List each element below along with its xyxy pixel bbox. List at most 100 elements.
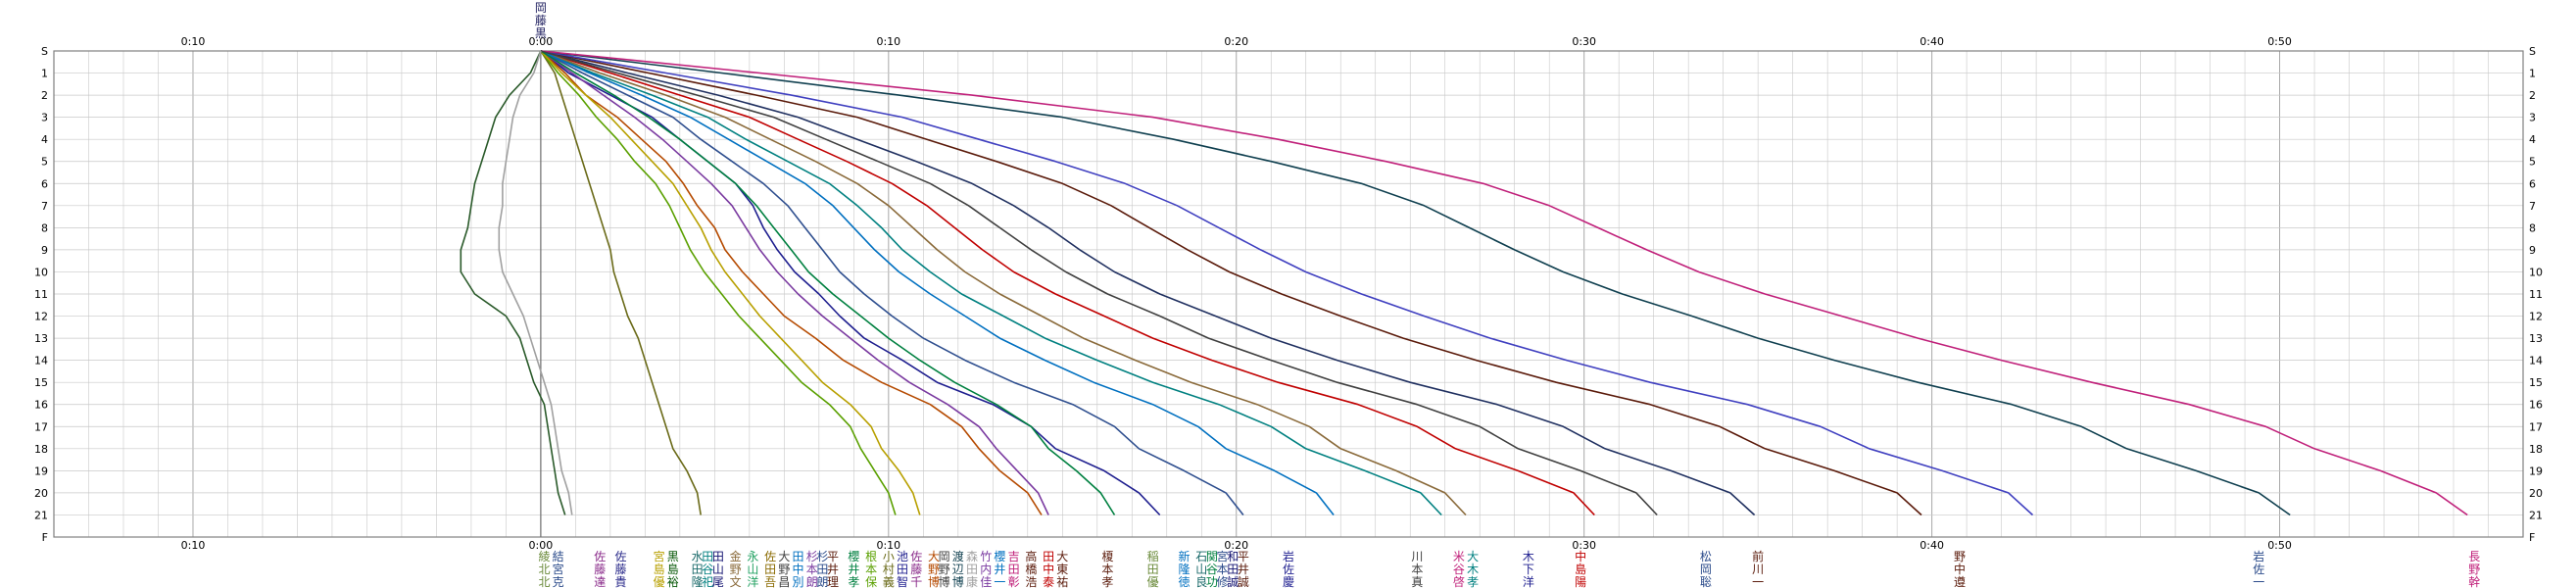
runner-name-char: 隆 xyxy=(1179,562,1191,576)
runner-name-char: 野 xyxy=(2468,563,2480,576)
runner-name-label: 平井誠 xyxy=(1238,550,1249,588)
runner-name-char: 稲 xyxy=(1147,550,1159,564)
runner-name-char: 辺 xyxy=(952,563,964,576)
runner-name-label: 田中別 xyxy=(793,550,804,588)
runner-name-label: 黒島裕 xyxy=(667,550,679,588)
runner-name-char: 田 xyxy=(1008,563,1020,576)
y-tick-label-left: 11 xyxy=(34,288,48,301)
runner-name-char: 佐 xyxy=(615,550,627,564)
runner-name-char: 永 xyxy=(747,550,758,564)
y-tick-label-left: 4 xyxy=(41,133,48,146)
runner-name-char: 田 xyxy=(712,550,724,564)
runner-name-label: 前川一 xyxy=(1752,549,1764,588)
runner-name-char: 新 xyxy=(1179,549,1191,564)
plot-border xyxy=(53,50,2524,538)
series-line xyxy=(540,50,921,515)
runner-name-char: 島 xyxy=(667,562,679,576)
runner-name-char: 高 xyxy=(1025,549,1037,564)
series-line xyxy=(540,50,1658,516)
runner-name-char: 田 xyxy=(1043,550,1054,564)
runner-name-char: 大 xyxy=(1056,550,1068,564)
runner-name-char: 佐 xyxy=(764,550,776,564)
runner-name-char: 石 xyxy=(1195,550,1207,564)
y-tick-label-right: F xyxy=(2529,531,2535,544)
y-tick-label-right: 20 xyxy=(2529,487,2543,500)
y-tick-label-left: 3 xyxy=(41,112,48,124)
runner-name-char: 孝 xyxy=(848,575,859,588)
runner-name-char: 中 xyxy=(1575,549,1586,564)
series-line xyxy=(540,50,702,515)
y-tick-label-right: 15 xyxy=(2529,376,2543,389)
runner-name-char: 田 xyxy=(1147,563,1159,576)
y-tick-label-left: 16 xyxy=(34,399,48,412)
y-tick-label-right: S xyxy=(2529,45,2536,58)
y-tick-label-right: 1 xyxy=(2529,68,2536,80)
runner-name-char: 博 xyxy=(939,574,950,588)
runner-name-char: 功 xyxy=(1206,575,1218,588)
runner-name-char: 本 xyxy=(806,563,818,576)
top-runner-label: 岡 xyxy=(535,1,547,15)
y-tick-label-left: 5 xyxy=(41,156,48,169)
runner-name-char: 北 xyxy=(538,575,550,588)
runner-name-char: 池 xyxy=(897,550,908,564)
runner-name-label: 稲田優 xyxy=(1147,550,1159,588)
series-line xyxy=(460,50,566,515)
runner-name-char: 尾 xyxy=(712,575,724,588)
runner-name-label: 石山良 xyxy=(1195,550,1207,588)
runner-name-char: 泰 xyxy=(1043,575,1054,588)
runner-name-char: 千 xyxy=(910,575,922,588)
runner-name-char: 田 xyxy=(897,563,908,576)
runner-name-char: 博 xyxy=(952,574,964,588)
runner-name-label: 櫻井一 xyxy=(994,549,1005,588)
runner-name-char: 村 xyxy=(883,563,895,576)
y-tick-label-left: 19 xyxy=(34,465,48,477)
runner-name-char: 昌 xyxy=(778,575,790,588)
runner-name-char: 金 xyxy=(730,549,742,564)
runner-name-char: 本 xyxy=(1217,563,1229,576)
runner-name-label: 吉田彰 xyxy=(1008,550,1020,588)
runner-name-label: 根本保 xyxy=(865,550,877,588)
runner-name-char: 松 xyxy=(1700,550,1712,564)
series-line xyxy=(540,50,1595,516)
runner-name-char: 吾 xyxy=(764,575,776,588)
runner-name-char: 谷 xyxy=(702,563,713,576)
y-tick-label-right: 2 xyxy=(2529,89,2536,102)
runner-name-char: 文 xyxy=(730,574,742,588)
y-tick-label-left: 12 xyxy=(34,311,48,323)
runner-name-char: 島 xyxy=(1575,562,1586,576)
runner-name-char: 啓 xyxy=(1453,574,1465,588)
runner-name-label: 長野幹 xyxy=(2468,550,2480,588)
runner-name-label: 佐藤達 xyxy=(594,550,606,588)
runner-name-label: 関谷功 xyxy=(1206,550,1218,588)
runner-name-char: 良 xyxy=(1195,574,1207,588)
y-tick-label-left: 9 xyxy=(41,244,48,257)
runner-name-char: 北 xyxy=(538,563,550,576)
y-tick-label-right: 3 xyxy=(2529,112,2536,124)
runner-name-char: 山 xyxy=(747,563,758,576)
y-tick-label-right: 21 xyxy=(2529,509,2543,521)
runner-name-char: 本 xyxy=(1101,563,1113,576)
runner-name-char: 岡 xyxy=(1700,563,1712,576)
runner-name-char: 慶 xyxy=(1283,575,1294,588)
x-tick-label-bottom: 0:20 xyxy=(1224,539,1248,552)
runner-name-char: 和 xyxy=(1227,550,1239,564)
y-tick-label-left: 18 xyxy=(34,443,48,456)
series-line xyxy=(540,50,897,515)
runner-name-char: 誠 xyxy=(1238,575,1249,588)
runner-name-char: 聡 xyxy=(1700,575,1712,588)
runner-name-char: 内 xyxy=(980,563,992,576)
x-tick-label-top: 0:30 xyxy=(1572,35,1596,48)
runner-name-char: 東 xyxy=(1056,563,1068,576)
runner-name-char: 別 xyxy=(793,575,804,588)
series-line xyxy=(540,50,1467,516)
runner-name-char: 田 xyxy=(702,550,713,564)
runner-name-label: 松岡聡 xyxy=(1700,550,1712,588)
runner-name-char: 吉 xyxy=(1008,550,1020,564)
runner-name-char: 博 xyxy=(928,574,940,588)
x-tick-label-top: 0:40 xyxy=(1920,35,1944,48)
runner-name-char: 徳 xyxy=(1179,574,1191,588)
runner-name-label: 和田誠 xyxy=(1227,550,1239,588)
y-tick-label-right: 17 xyxy=(2529,420,2543,433)
y-tick-label-left: 1 xyxy=(41,68,48,80)
